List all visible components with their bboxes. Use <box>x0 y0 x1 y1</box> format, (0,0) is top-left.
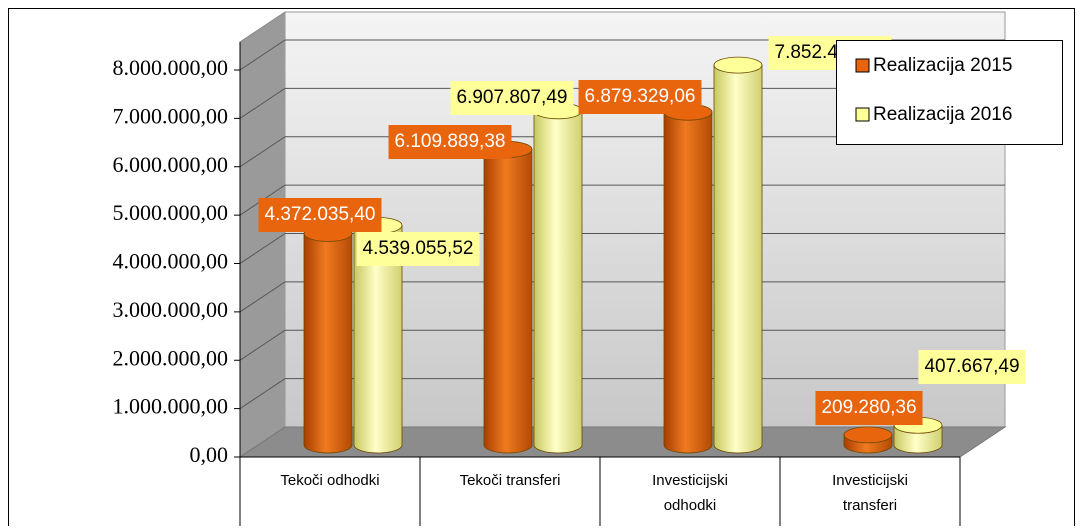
x-tick-label: Investicijski <box>652 472 728 489</box>
bar <box>483 149 533 454</box>
x-tick-label: transferi <box>843 497 897 514</box>
side-wall <box>239 11 286 458</box>
bar <box>353 225 403 454</box>
value-label-box <box>450 81 574 115</box>
frame <box>8 8 1075 531</box>
x-tick-label: Tekoči transferi <box>460 472 561 489</box>
value-label: 6.109.889,38 <box>395 131 506 152</box>
bar-top <box>713 56 763 74</box>
bar <box>303 233 353 454</box>
legend-swatch <box>855 58 870 73</box>
value-label: 6.879.329,06 <box>585 86 696 107</box>
value-label: 4.539.055,52 <box>363 238 474 259</box>
grid-line <box>239 329 286 361</box>
value-label: 209.280,36 <box>821 397 916 418</box>
x-tick-label: odhodki <box>664 497 717 514</box>
y-tick-label: 1.000.000,00 <box>113 394 229 419</box>
legend-swatch <box>855 107 870 122</box>
value-label-box <box>356 232 480 266</box>
legend-label: Realizacija 2016 <box>873 104 1012 125</box>
value-label-box <box>815 391 923 425</box>
y-tick-label: 4.000.000,00 <box>113 249 229 274</box>
bar <box>663 111 713 454</box>
y-tick-label: 5.000.000,00 <box>113 200 229 225</box>
y-tick-label: 0,00 <box>190 442 229 467</box>
y-tick-label: 7.000.000,00 <box>113 103 229 128</box>
value-label-box <box>258 198 382 232</box>
grid-line <box>239 136 286 168</box>
bar <box>533 110 583 454</box>
value-label: 6.907.807,49 <box>457 87 568 108</box>
legend <box>836 40 1063 145</box>
bar <box>713 64 763 454</box>
value-label-box <box>578 80 702 114</box>
grid-line <box>239 39 286 71</box>
grid-line <box>239 378 286 410</box>
value-label: 4.372.035,40 <box>265 204 376 225</box>
legend-label: Realizacija 2015 <box>873 55 1012 76</box>
value-label-box <box>388 125 512 159</box>
y-tick-label: 2.000.000,00 <box>113 345 229 370</box>
x-tick-label: Tekoči odhodki <box>280 472 379 489</box>
y-tick-label: 3.000.000,00 <box>113 297 229 322</box>
value-label: 407.667,49 <box>924 356 1019 377</box>
y-tick-label: 8.000.000,00 <box>113 55 229 80</box>
x-tick-label: Investicijski <box>832 472 908 489</box>
grid-line <box>239 233 286 264</box>
y-tick-label: 6.000.000,00 <box>113 152 229 177</box>
bar-top <box>843 426 893 444</box>
value-label-box <box>918 350 1026 384</box>
grid-line <box>239 87 286 119</box>
grid-line <box>239 281 286 313</box>
